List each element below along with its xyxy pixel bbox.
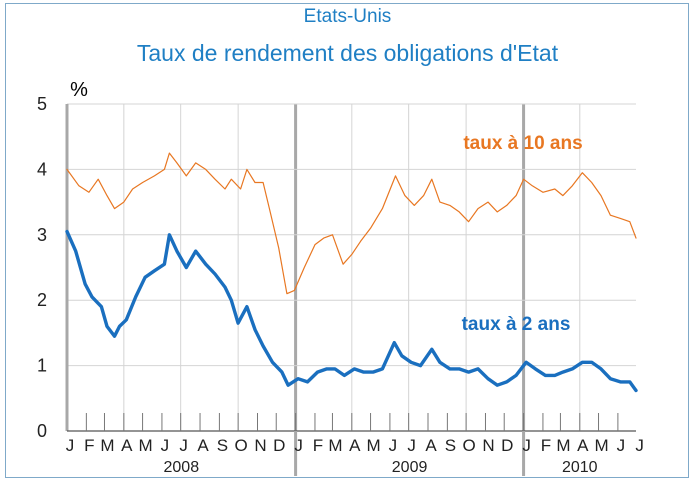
x-tick-label: A [425,436,437,455]
grid-lines [67,103,636,431]
series-label-10-ans: taux à 10 ans [463,133,582,154]
y-unit-label: % [70,79,88,101]
x-tick-label: A [197,436,209,455]
x-tick-label: D [501,436,513,455]
x-tick-label: F [84,436,94,455]
x-tick-label: A [121,436,133,455]
x-tick-label: O [235,436,248,455]
series-line-10-ans [66,152,637,295]
x-tick-label: J [522,436,531,455]
x-tick-label: J [617,436,626,455]
chart-frame [5,3,689,478]
x-tick-label: J [161,436,170,455]
year-label: 2010 [562,459,598,476]
year-label: 2008 [164,459,200,476]
x-tick-label: M [100,436,114,455]
year-label: 2009 [392,459,428,476]
x-tick-label: D [273,436,285,455]
y-tick-label: 5 [37,94,47,114]
x-tick-label: J [635,436,644,455]
x-tick-label: J [66,436,75,455]
x-tick-label: M [138,436,152,455]
series-layer [65,152,638,393]
y-tick-label: 2 [37,290,47,310]
chart-country: Etats-Unis [303,6,392,27]
y-tick-label: 1 [37,356,47,376]
x-tick-label: A [349,436,361,455]
x-tick-label: J [179,436,188,455]
x-tick-label: S [445,436,456,455]
x-tick-label: M [556,436,570,455]
x-tick-label: F [541,436,551,455]
chart-title: Taux de rendement des obligations d'Etat [136,40,559,66]
series-line-2-ans [65,229,638,393]
x-tick-label: J [389,436,398,455]
x-tick-label: J [294,436,303,455]
x-tick-label: M [328,436,342,455]
x-tick-label: S [217,436,228,455]
x-tick-label: F [313,436,323,455]
series-label-2-ans: taux à 2 ans [462,314,571,335]
y-tick-label: 3 [37,225,47,245]
y-tick-label: 0 [37,421,47,441]
axes [65,104,636,476]
x-tick-label: M [366,436,380,455]
x-tick-label: N [482,436,494,455]
x-tick-label: N [254,436,266,455]
x-tick-label: M [594,436,608,455]
x-tick-label: O [462,436,475,455]
y-tick-label: 4 [37,159,47,179]
x-tick-label: A [577,436,589,455]
x-tick-label: J [407,436,416,455]
